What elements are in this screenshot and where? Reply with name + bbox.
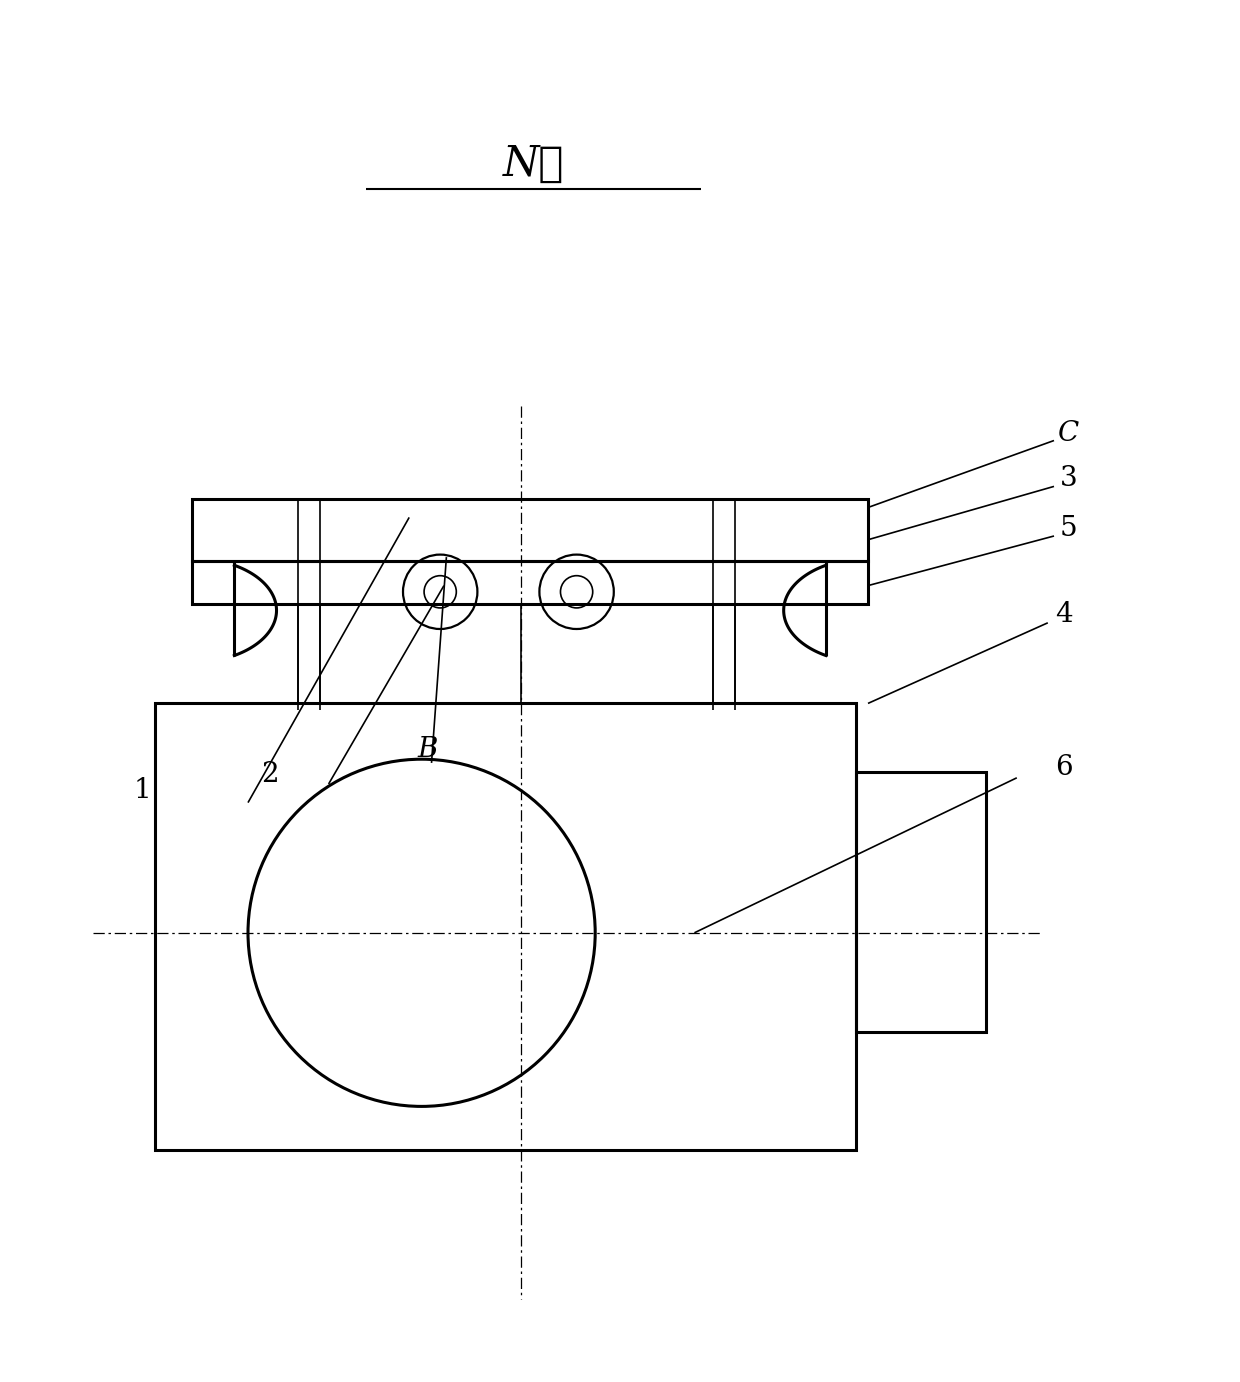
Text: 4: 4 bbox=[1055, 601, 1073, 627]
Text: 5: 5 bbox=[1060, 515, 1078, 542]
Text: B: B bbox=[418, 735, 438, 763]
Text: 2: 2 bbox=[262, 760, 279, 788]
Text: 3: 3 bbox=[1060, 466, 1078, 492]
Text: 6: 6 bbox=[1055, 755, 1073, 781]
Text: C: C bbox=[1058, 420, 1080, 446]
Text: N向: N向 bbox=[502, 142, 564, 185]
Text: 1: 1 bbox=[134, 777, 151, 804]
